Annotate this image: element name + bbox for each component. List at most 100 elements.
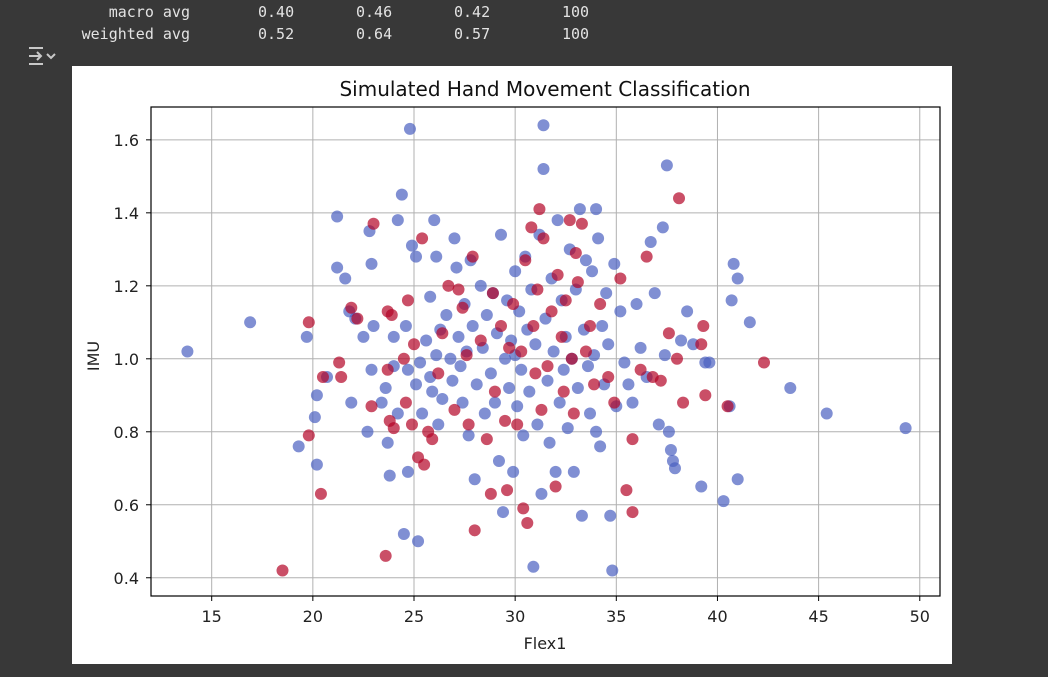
data-point-red (474, 334, 487, 347)
data-point-red (302, 316, 315, 329)
data-point-blue (604, 509, 617, 522)
data-point-blue (668, 462, 681, 475)
data-point-blue (517, 429, 530, 442)
x-tick-label: 20 (303, 607, 323, 626)
report-row-weighted-avg: weighted avg 0.52 0.64 0.57 100 (0, 25, 1048, 47)
data-point-blue (414, 356, 427, 369)
data-point-red (442, 279, 455, 292)
report-precision: 0.40 (258, 3, 295, 21)
data-point-red (401, 294, 414, 307)
data-point-red (695, 338, 708, 351)
data-point-red (511, 418, 524, 431)
data-point-blue (381, 436, 394, 449)
data-point-blue (405, 239, 418, 252)
data-point-blue (731, 272, 744, 285)
data-point-blue (571, 381, 584, 394)
y-tick-label: 1.2 (114, 277, 139, 296)
data-point-blue (717, 495, 730, 508)
chart-title: Simulated Hand Movement Classification (339, 77, 750, 101)
data-point-blue (535, 487, 548, 500)
data-point-blue (410, 250, 423, 263)
data-point-blue (494, 228, 507, 241)
data-point-red (387, 422, 400, 435)
data-point-blue (430, 250, 443, 263)
data-point-blue (428, 214, 441, 227)
data-point-blue (731, 473, 744, 486)
data-point-red (579, 345, 592, 358)
data-point-blue (600, 287, 613, 300)
data-point-red (460, 349, 473, 362)
data-point-red (335, 371, 348, 384)
data-point-red (418, 458, 431, 471)
output-options-icon[interactable] (26, 44, 56, 70)
data-point-red (456, 301, 469, 314)
data-point-red (602, 371, 615, 384)
chart-figure: 15 20 25 30 35 40 45 50 0.4 0.6 0.8 1.0 1.2 1.4 1.6 Si… (72, 66, 952, 664)
data-point-red (673, 192, 686, 205)
data-point-blue (444, 352, 457, 365)
data-point-blue (594, 440, 607, 453)
x-tick-label: 25 (404, 607, 424, 626)
data-point-blue (331, 261, 344, 274)
data-point-blue (452, 330, 465, 343)
data-point-red (654, 374, 667, 387)
data-point-red (365, 400, 378, 413)
data-point-blue (446, 374, 459, 387)
data-point-blue (590, 425, 603, 438)
data-point-red (416, 232, 429, 245)
y-tick-label: 0.4 (114, 569, 139, 588)
data-point-red (351, 312, 364, 325)
x-tick-label: 50 (910, 607, 930, 626)
data-point-red (525, 221, 538, 234)
report-row-label: macro avg (108, 3, 190, 21)
x-axis-label: Flex1 (524, 634, 567, 653)
data-point-red (677, 396, 690, 409)
data-point-blue (308, 411, 321, 424)
data-point-blue (383, 469, 396, 482)
data-point-blue (523, 385, 536, 398)
data-point-blue (310, 458, 323, 471)
data-point-blue (626, 396, 639, 409)
plot-frame (150, 106, 941, 597)
data-point-blue (614, 305, 627, 318)
report-support: 100 (562, 3, 590, 21)
data-point-red (333, 356, 346, 369)
data-point-blue (644, 236, 657, 249)
data-point-blue (579, 254, 592, 267)
grid-lines (151, 107, 940, 596)
data-points (181, 119, 912, 577)
data-point-red (314, 487, 327, 500)
data-point-red (537, 232, 550, 245)
data-point-blue (331, 210, 344, 223)
data-point-blue (590, 203, 603, 216)
data-point-red (620, 484, 633, 497)
data-point-blue (395, 188, 408, 201)
data-point-blue (488, 396, 501, 409)
data-point-blue (499, 352, 512, 365)
data-point-blue (648, 287, 661, 300)
report-row-label: weighted avg (81, 25, 190, 43)
report-recall: 0.64 (356, 25, 393, 43)
data-point-red (408, 338, 420, 351)
data-point-red (517, 502, 530, 515)
report-row-macro-avg: macro avg 0.40 0.46 0.42 100 (0, 3, 1048, 25)
data-point-blue (581, 360, 594, 373)
data-point-red (397, 352, 410, 365)
data-point-red (316, 371, 329, 384)
data-point-blue (492, 454, 505, 467)
data-point-red (569, 246, 582, 259)
data-point-blue (727, 257, 740, 270)
data-point-blue (531, 418, 544, 431)
data-point-blue (703, 356, 716, 369)
y-tick-label: 1.0 (114, 350, 139, 369)
data-point-red (533, 203, 546, 216)
data-point-red (436, 327, 449, 340)
data-point-blue (436, 392, 449, 405)
data-point-blue (454, 360, 467, 373)
data-point-blue (300, 330, 313, 343)
data-point-blue (820, 407, 833, 420)
report-f1: 0.42 (454, 3, 491, 21)
data-point-red (302, 429, 315, 442)
data-point-red (515, 345, 528, 358)
data-point-blue (468, 473, 481, 486)
